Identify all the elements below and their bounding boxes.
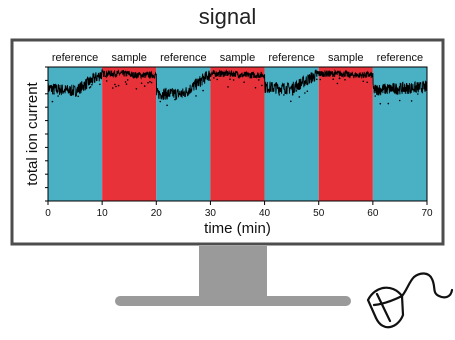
signal-outlier-point xyxy=(254,86,257,89)
signal-outlier-point xyxy=(140,82,143,84)
region-band-sample xyxy=(318,67,373,201)
signal-outlier-point xyxy=(304,92,306,94)
signal-outlier-point xyxy=(124,81,127,83)
signal-outlier-point xyxy=(114,83,116,86)
signal-outlier-point xyxy=(150,81,153,84)
monitor-neck xyxy=(199,246,267,296)
signal-outlier-point xyxy=(243,81,245,83)
x-axis-label: time (min) xyxy=(204,220,271,237)
region-label-sample: sample xyxy=(111,52,146,64)
signal-outlier-point xyxy=(278,94,281,96)
region-band-reference xyxy=(156,67,211,201)
signal-outlier-point xyxy=(77,95,79,98)
mouse-body xyxy=(366,286,405,329)
mouse-icon xyxy=(366,272,454,329)
region-label-reference: reference xyxy=(160,52,206,64)
signal-outlier-point xyxy=(295,90,298,92)
signal-outlier-point xyxy=(89,86,92,88)
y-axis-label: total ion current xyxy=(24,81,41,185)
signal-outlier-point xyxy=(112,87,114,89)
signal-outlier-point xyxy=(366,81,369,84)
signal-outlier-point xyxy=(319,78,322,81)
mouse-cable xyxy=(400,272,454,299)
x-tick-label: 10 xyxy=(97,208,109,219)
signal-outlier-point xyxy=(99,83,101,86)
signal-outlier-point xyxy=(126,79,129,81)
signal-outlier-point xyxy=(57,95,59,97)
signal-outlier-point xyxy=(332,78,335,80)
signal-outlier-point xyxy=(338,77,341,80)
region-band-sample xyxy=(210,67,265,201)
signal-outlier-point xyxy=(51,100,54,103)
signal-outlier-point xyxy=(362,80,365,83)
region-band-sample xyxy=(102,67,157,201)
x-tick-label: 20 xyxy=(151,208,163,219)
region-label-reference: reference xyxy=(268,52,314,64)
x-tick-label: 50 xyxy=(313,208,325,219)
region-label-sample: sample xyxy=(220,52,255,64)
signal-outlier-point xyxy=(306,90,309,92)
signal-outlier-point xyxy=(374,95,377,97)
signal-outlier-point xyxy=(91,83,93,86)
signal-outlier-point xyxy=(135,88,138,90)
region-label-reference: reference xyxy=(377,52,423,64)
tic-chart: reference sample reference sample reference s… xyxy=(24,52,433,237)
signal-outlier-point xyxy=(398,99,401,102)
signal-outlier-point xyxy=(216,78,218,81)
signal-outlier-point xyxy=(149,80,151,83)
signal-outlier-point xyxy=(209,79,211,81)
region-labels: reference sample reference sample reference s… xyxy=(52,52,423,64)
signal-outlier-point xyxy=(227,86,229,88)
signal-outlier-point xyxy=(232,79,235,81)
signal-outlier-point xyxy=(88,87,91,89)
y-axis xyxy=(45,66,48,202)
signal-outlier-point xyxy=(105,80,108,82)
region-bands xyxy=(48,67,427,201)
signal-outlier-point xyxy=(336,82,339,85)
x-tick-label: 60 xyxy=(367,208,379,219)
x-tick-label: 0 xyxy=(45,208,51,219)
signal-outlier-point xyxy=(143,85,146,87)
mouse-button-line xyxy=(372,294,404,307)
signal-outlier-point xyxy=(125,83,128,85)
signal-outlier-point xyxy=(195,95,197,97)
x-tick-label: 30 xyxy=(205,208,217,219)
signal-outlier-point xyxy=(229,78,231,80)
signal-outlier-point xyxy=(283,94,285,96)
x-tick-label: 70 xyxy=(421,208,433,219)
region-label-sample: sample xyxy=(328,52,363,64)
signal-outlier-point xyxy=(166,104,168,107)
signal-outlier-point xyxy=(298,96,301,98)
signal-outlier-point xyxy=(344,79,346,81)
signal-outlier-point xyxy=(291,93,294,96)
signal-outlier-point xyxy=(53,92,55,95)
mouse-button-divider xyxy=(375,292,392,323)
signal-outlier-point xyxy=(379,102,382,105)
signal-trace xyxy=(47,68,428,107)
monitor-base xyxy=(115,296,351,306)
signal-outlier-point xyxy=(410,100,413,102)
signal-outlier-point xyxy=(213,77,215,79)
signal-outlier-point xyxy=(117,84,120,87)
signal-outlier-point xyxy=(290,100,292,103)
signal-outlier-point xyxy=(417,93,419,95)
signal-outlier-point xyxy=(147,82,149,84)
signal-outlier-point xyxy=(261,84,263,87)
x-tick-label: 40 xyxy=(259,208,271,219)
signal-trace-line xyxy=(47,68,428,100)
signal-outlier-point xyxy=(316,78,318,81)
signal-outlier-point xyxy=(387,102,390,105)
signal-outlier-point xyxy=(174,98,176,101)
signal-outlier-point xyxy=(115,85,117,88)
region-label-reference: reference xyxy=(52,52,98,64)
signal-outlier-point xyxy=(258,79,260,81)
signal-title: signal xyxy=(198,4,257,29)
x-axis: 0 10 20 30 40 50 60 70 xyxy=(45,201,433,219)
signal-outlier-point xyxy=(202,89,204,92)
signal-outlier-point xyxy=(159,100,162,103)
